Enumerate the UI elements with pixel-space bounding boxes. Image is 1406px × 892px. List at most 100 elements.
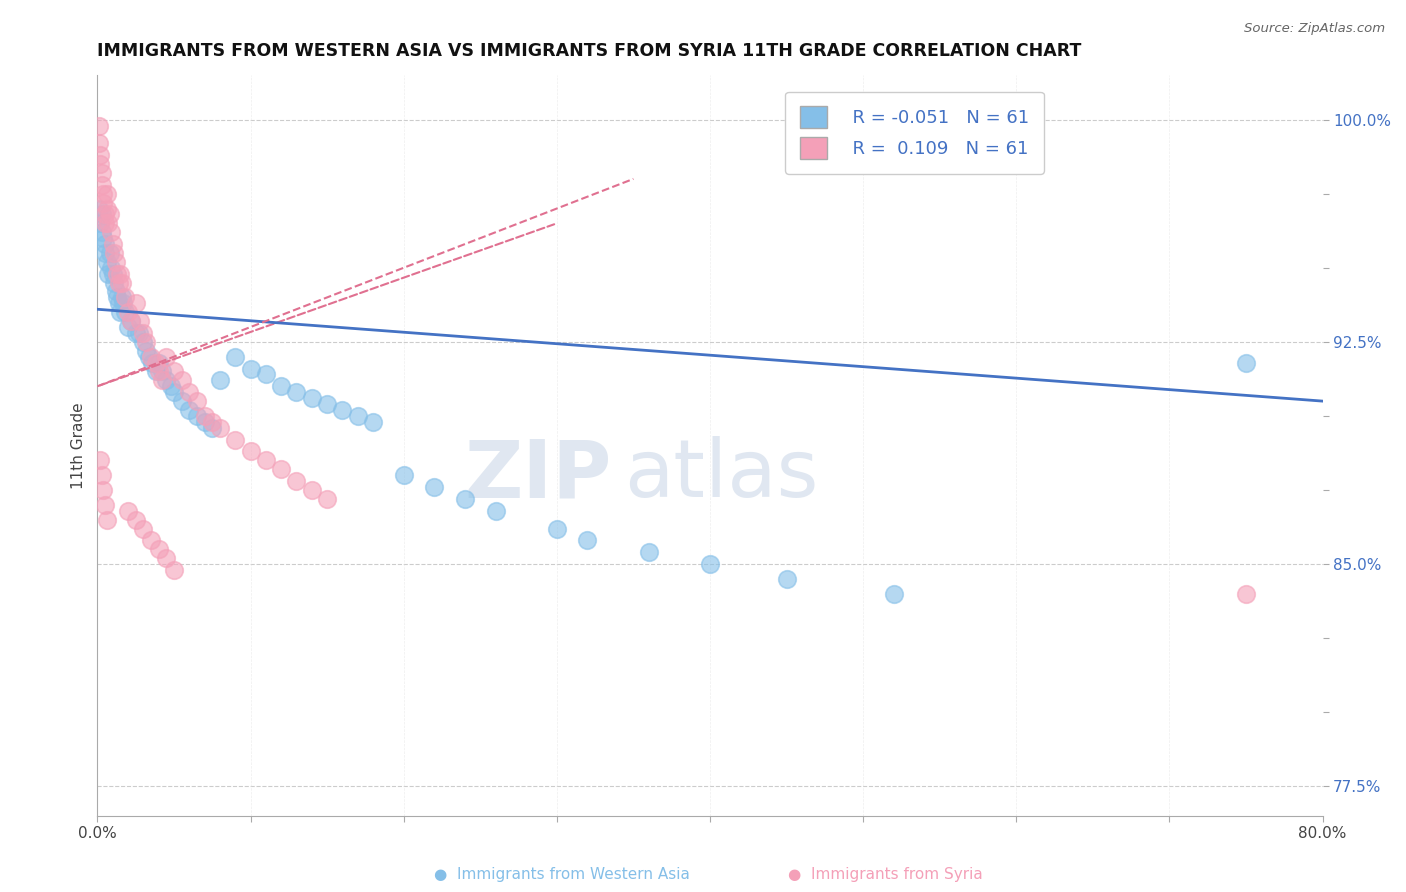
Point	[224, 350, 246, 364]
Point	[270, 462, 292, 476]
Point	[201, 421, 224, 435]
Point	[128, 326, 150, 340]
Point	[316, 491, 339, 506]
Point	[139, 533, 162, 548]
Point	[98, 246, 121, 260]
Text: IMMIGRANTS FROM WESTERN ASIA VS IMMIGRANTS FROM SYRIA 11TH GRADE CORRELATION CHA: IMMIGRANTS FROM WESTERN ASIA VS IMMIGRAN…	[97, 42, 1081, 60]
Point	[170, 373, 193, 387]
Point	[254, 368, 277, 382]
Point	[699, 557, 721, 571]
Point	[150, 373, 173, 387]
Point	[1234, 587, 1257, 601]
Point	[155, 373, 177, 387]
Point	[101, 267, 124, 281]
Point	[94, 207, 117, 221]
Point	[94, 237, 117, 252]
Point	[392, 468, 415, 483]
Point	[111, 276, 134, 290]
Point	[91, 225, 114, 239]
Point	[170, 394, 193, 409]
Point	[332, 403, 354, 417]
Point	[576, 533, 599, 548]
Point	[163, 364, 186, 378]
Point	[423, 480, 446, 494]
Point	[637, 545, 659, 559]
Point	[89, 453, 111, 467]
Point	[224, 433, 246, 447]
Point	[114, 290, 136, 304]
Point	[285, 474, 308, 488]
Point	[141, 355, 163, 369]
Text: ZIP: ZIP	[465, 436, 612, 514]
Point	[93, 195, 115, 210]
Point	[208, 373, 231, 387]
Point	[124, 513, 146, 527]
Point	[96, 255, 118, 269]
Point	[89, 148, 111, 162]
Point	[346, 409, 368, 423]
Point	[163, 563, 186, 577]
Point	[285, 385, 308, 400]
Point	[117, 504, 139, 518]
Point	[301, 391, 323, 405]
Point	[239, 444, 262, 458]
Point	[135, 343, 157, 358]
Point	[179, 403, 201, 417]
Point	[316, 397, 339, 411]
Point	[484, 504, 506, 518]
Point	[110, 267, 132, 281]
Point	[96, 186, 118, 201]
Point	[163, 385, 186, 400]
Point	[98, 207, 121, 221]
Point	[104, 285, 127, 299]
Point	[89, 216, 111, 230]
Point	[454, 491, 477, 506]
Point	[93, 483, 115, 497]
Point	[94, 246, 117, 260]
Point	[160, 379, 183, 393]
Point	[135, 334, 157, 349]
Point	[145, 355, 167, 369]
Point	[91, 468, 114, 483]
Text: atlas: atlas	[624, 436, 818, 514]
Point	[91, 207, 114, 221]
Point	[124, 326, 146, 340]
Point	[117, 320, 139, 334]
Point	[132, 522, 155, 536]
Point	[150, 364, 173, 378]
Point	[100, 225, 122, 239]
Point	[138, 350, 160, 364]
Point	[111, 290, 134, 304]
Point	[96, 513, 118, 527]
Point	[254, 453, 277, 467]
Point	[89, 157, 111, 171]
Point	[107, 276, 129, 290]
Y-axis label: 11th Grade: 11th Grade	[72, 402, 86, 489]
Point	[97, 267, 120, 281]
Point	[105, 267, 128, 281]
Point	[193, 415, 215, 429]
Text: ●  Immigrants from Western Asia: ● Immigrants from Western Asia	[434, 867, 690, 881]
Point	[186, 394, 208, 409]
Point	[239, 361, 262, 376]
Point	[117, 305, 139, 319]
Point	[93, 186, 115, 201]
Point	[87, 202, 110, 216]
Point	[155, 350, 177, 364]
Point	[93, 231, 115, 245]
Point	[100, 260, 122, 275]
Point	[1234, 355, 1257, 369]
Point	[132, 326, 155, 340]
Point	[301, 483, 323, 497]
Point	[107, 296, 129, 310]
Point	[148, 355, 170, 369]
Point	[101, 237, 124, 252]
Point	[120, 314, 142, 328]
Point	[139, 350, 162, 364]
Point	[96, 202, 118, 216]
Point	[91, 166, 114, 180]
Point	[201, 415, 224, 429]
Point	[97, 216, 120, 230]
Point	[145, 364, 167, 378]
Point	[775, 572, 797, 586]
